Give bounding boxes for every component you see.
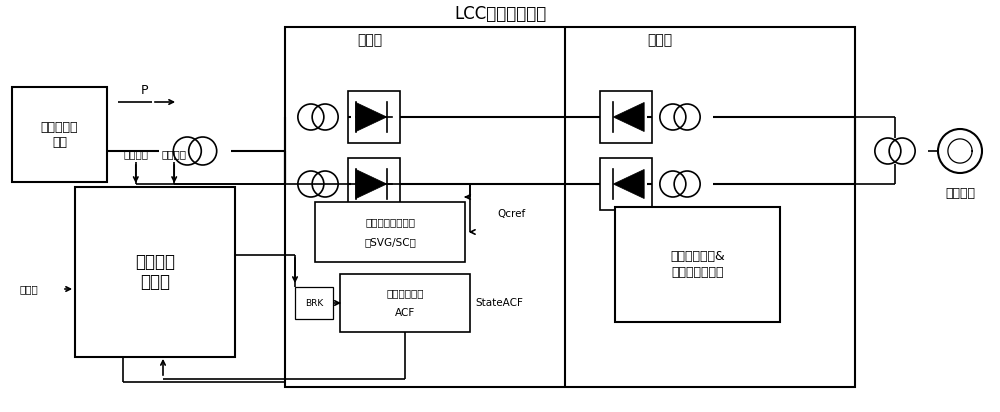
Text: 交流电网: 交流电网	[945, 187, 975, 199]
Text: 可再生能源
发电: 可再生能源 发电	[41, 120, 78, 148]
Text: ACF: ACF	[395, 308, 415, 318]
Text: 直流功率: 直流功率	[162, 149, 187, 159]
Text: P: P	[141, 84, 149, 96]
Bar	[348, 91, 400, 143]
Text: LCC直流输电系统: LCC直流输电系统	[454, 5, 546, 23]
Text: 动态无功补偿设备: 动态无功补偿设备	[365, 217, 415, 227]
Bar	[75, 187, 235, 357]
Bar	[600, 158, 652, 210]
Text: 触发角: 触发角	[20, 284, 39, 294]
Text: Qcref: Qcref	[497, 209, 525, 219]
Bar	[12, 87, 107, 182]
Text: 交流功率: 交流功率	[123, 149, 148, 159]
Polygon shape	[356, 103, 387, 131]
Bar	[295, 287, 333, 319]
Bar	[615, 207, 780, 322]
Text: （SVG/SC）: （SVG/SC）	[364, 237, 416, 247]
Bar	[285, 27, 855, 387]
Text: BRK: BRK	[305, 299, 323, 307]
Polygon shape	[613, 103, 644, 131]
Text: 逆变站: 逆变站	[647, 33, 673, 47]
Bar	[600, 91, 652, 143]
Bar	[340, 274, 470, 332]
Text: 交流滤波器组: 交流滤波器组	[386, 288, 424, 298]
Text: 整流站: 整流站	[357, 33, 383, 47]
Polygon shape	[356, 169, 387, 199]
Text: 无功补偿设备&
无功协调控制器: 无功补偿设备& 无功协调控制器	[670, 250, 725, 279]
Bar	[348, 158, 400, 210]
Text: StateACF: StateACF	[475, 298, 523, 308]
Text: 无功协调
控制器: 无功协调 控制器	[135, 253, 175, 291]
Polygon shape	[613, 169, 644, 199]
Bar	[315, 202, 465, 262]
